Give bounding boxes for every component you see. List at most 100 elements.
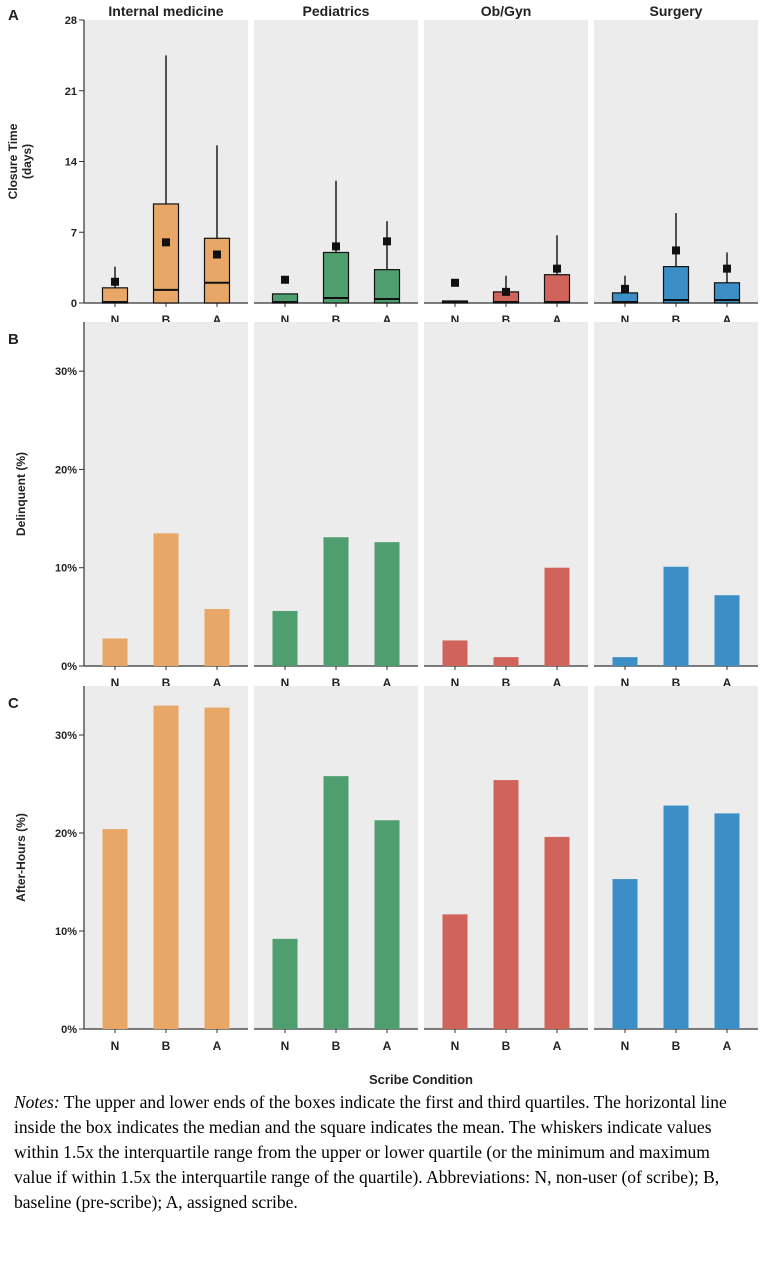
box bbox=[271, 293, 299, 304]
category-label: B bbox=[672, 676, 681, 690]
box bbox=[373, 269, 401, 304]
y-tick-label: 0% bbox=[61, 661, 77, 673]
category-label: N bbox=[281, 1039, 290, 1053]
mean-marker bbox=[281, 275, 289, 284]
bar bbox=[612, 657, 638, 666]
bar bbox=[544, 836, 570, 1029]
y-tick-label: 21 bbox=[65, 86, 77, 98]
category-label: A bbox=[383, 313, 392, 327]
bar bbox=[442, 640, 468, 666]
x-axis-title: Scribe Condition bbox=[369, 1072, 473, 1087]
bar bbox=[544, 567, 570, 666]
category-label: N bbox=[621, 1039, 630, 1053]
mean-marker bbox=[502, 287, 510, 296]
notes-text: The upper and lower ends of the boxes in… bbox=[14, 1092, 727, 1212]
category-label: B bbox=[672, 1039, 681, 1053]
mean-marker bbox=[213, 250, 221, 259]
mean-marker bbox=[621, 284, 629, 293]
y-tick-label: 14 bbox=[65, 157, 78, 169]
mean-marker bbox=[332, 242, 340, 251]
category-label: A bbox=[553, 676, 562, 690]
bar bbox=[323, 776, 349, 1029]
category-label: B bbox=[332, 1039, 341, 1053]
facet-ob-gyn: Ob/Gyn N B A bbox=[424, 3, 588, 327]
category-label: B bbox=[502, 676, 511, 690]
facet-background bbox=[424, 20, 588, 303]
category-label: A bbox=[383, 1039, 392, 1053]
category-label: N bbox=[281, 313, 290, 327]
panel-letter: C bbox=[8, 695, 19, 712]
facet-title: Pediatrics bbox=[303, 3, 370, 19]
panel-a: A Closure Time(days) 0 7 14 21 28 Internal medi… bbox=[6, 3, 758, 327]
y-axis-label: Closure Time(days) bbox=[6, 123, 34, 199]
category-label: B bbox=[162, 1039, 171, 1053]
category-label: A bbox=[723, 1039, 732, 1053]
category-label: N bbox=[111, 676, 120, 690]
y-tick-label: 0% bbox=[61, 1024, 77, 1036]
bar bbox=[272, 938, 298, 1029]
category-label: A bbox=[723, 676, 732, 690]
category-label: A bbox=[383, 676, 392, 690]
bar bbox=[272, 610, 298, 666]
y-tick-label: 20% bbox=[55, 464, 77, 476]
mean-marker bbox=[553, 264, 561, 273]
bar bbox=[204, 608, 230, 666]
category-label: A bbox=[553, 1039, 562, 1053]
category-label: N bbox=[451, 1039, 460, 1053]
facet-title: Surgery bbox=[650, 3, 703, 19]
bar bbox=[204, 707, 230, 1029]
bar bbox=[323, 537, 349, 666]
figure-notes: Notes: The upper and lower ends of the b… bbox=[14, 1090, 748, 1215]
y-tick-label: 30% bbox=[55, 730, 77, 742]
panel-b: B Delinquent (%) 0% 10% 20% 30% N B A N B A N B A N B A bbox=[8, 322, 758, 690]
facet-title: Internal medicine bbox=[108, 3, 223, 19]
y-tick-label: 28 bbox=[65, 15, 77, 27]
box bbox=[662, 266, 690, 304]
box bbox=[101, 287, 129, 304]
mean-marker bbox=[162, 238, 170, 247]
box bbox=[152, 203, 180, 304]
bar bbox=[102, 638, 128, 666]
notes-label: Notes: bbox=[14, 1092, 60, 1112]
y-axis-label: Delinquent (%) bbox=[14, 452, 28, 536]
box bbox=[713, 282, 741, 304]
panel-c: C After-Hours (%) 0% 10% 20% 30% N B A N B A N B A N B A S… bbox=[8, 686, 758, 1087]
mean-marker bbox=[111, 277, 119, 286]
panel-letter: A bbox=[8, 7, 19, 24]
y-tick-label: 20% bbox=[55, 828, 77, 840]
bar bbox=[442, 914, 468, 1029]
category-label: N bbox=[451, 676, 460, 690]
bar bbox=[714, 595, 740, 666]
category-label: B bbox=[672, 313, 681, 327]
category-label: N bbox=[281, 676, 290, 690]
bar bbox=[493, 657, 519, 666]
category-label: A bbox=[553, 313, 562, 327]
y-tick-label: 0 bbox=[71, 298, 77, 310]
category-label: N bbox=[111, 1039, 120, 1053]
category-label: N bbox=[621, 313, 630, 327]
bar bbox=[663, 566, 689, 666]
bar bbox=[153, 705, 179, 1029]
y-axis-label: After-Hours (%) bbox=[14, 813, 28, 902]
box bbox=[322, 251, 350, 304]
category-label: N bbox=[621, 676, 630, 690]
facet-pediatrics: Pediatrics N B A bbox=[254, 3, 418, 327]
category-label: B bbox=[162, 676, 171, 690]
category-label: N bbox=[451, 313, 460, 327]
mean-marker bbox=[672, 246, 680, 255]
category-label: A bbox=[213, 313, 222, 327]
bar bbox=[493, 780, 519, 1029]
box bbox=[611, 292, 639, 304]
category-label: A bbox=[213, 676, 222, 690]
bar bbox=[663, 805, 689, 1029]
bar bbox=[374, 820, 400, 1029]
bar bbox=[153, 533, 179, 666]
bar bbox=[612, 879, 638, 1029]
